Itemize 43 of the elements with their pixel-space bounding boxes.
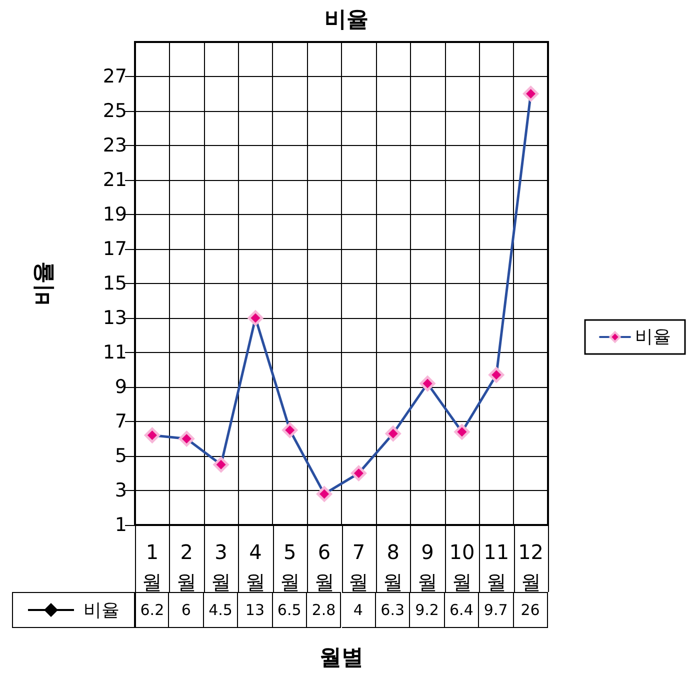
data-label: 4.5: [208, 601, 232, 619]
x-tick-label: 6월: [314, 540, 334, 594]
y-tick-label: 23: [102, 134, 127, 156]
data-label: 6.2: [140, 601, 164, 619]
legend-label: 비율: [635, 326, 671, 348]
data-label: 6.5: [277, 601, 302, 619]
data-label: 2.8: [312, 601, 336, 619]
y-tick-label: 11: [102, 342, 127, 364]
y-tick-label: 15: [102, 272, 127, 294]
x-tick-label: 1월: [142, 540, 162, 594]
data-label: 26: [520, 601, 540, 619]
y-tick-label: 9: [114, 376, 127, 398]
chart-title: 비율: [32, 262, 56, 306]
x-tick-label: 12월: [518, 540, 544, 594]
data-label: 4: [353, 601, 363, 619]
x-tick-label: 11월: [484, 540, 510, 594]
chart-title: 비율: [324, 8, 368, 32]
y-tick-label: 17: [102, 238, 127, 260]
y-axis-title: 비율: [84, 599, 120, 622]
y-tick-label: 19: [102, 204, 127, 226]
data-label: 9.7: [484, 601, 508, 619]
x-tick-label: 4월: [245, 540, 266, 594]
x-tick-label: 2월: [176, 540, 197, 594]
x-tick-label: 3월: [211, 540, 232, 594]
x-tick-label: 10월: [449, 540, 475, 594]
data-label: 6.4: [450, 601, 474, 619]
x-tick-label: 5월: [280, 540, 300, 594]
y-tick-label: 5: [114, 445, 127, 467]
data-label: 13: [245, 601, 264, 619]
y-tick-label: 21: [102, 169, 127, 191]
y-tick-label: 1: [114, 514, 127, 536]
y-tick-label: 27: [102, 66, 127, 88]
y-tick-label: 7: [114, 410, 127, 432]
data-label: 6.3: [380, 601, 405, 619]
x-tick-label: 7월: [348, 540, 369, 594]
x-tick-label: 9월: [418, 540, 438, 594]
y-tick-label: 3: [114, 480, 127, 502]
x-tick-label: 8월: [383, 540, 404, 594]
y-tick-label: 13: [102, 307, 127, 329]
x-axis-title: 월별: [320, 646, 364, 670]
y-tick-label: 25: [102, 100, 127, 122]
data-label: 9.2: [415, 601, 439, 619]
data-label: 6: [181, 601, 191, 619]
